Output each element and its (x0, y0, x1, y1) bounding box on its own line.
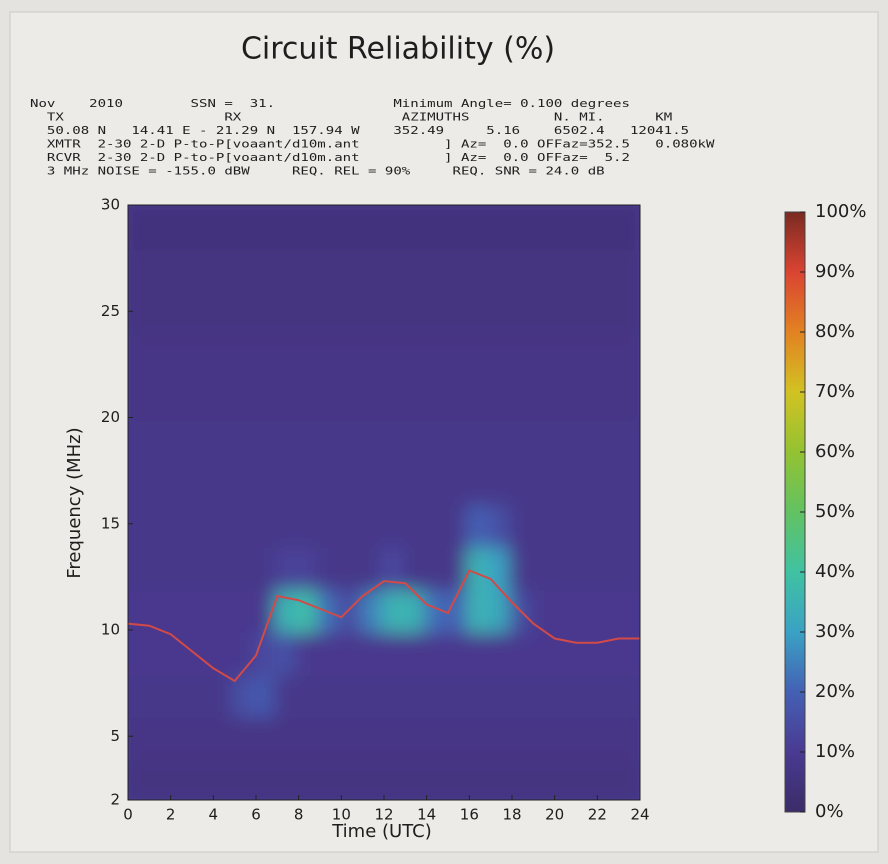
heat-cells (128, 205, 640, 800)
colorbar-tick-label: 10% (815, 741, 855, 762)
x-tick-label: 4 (209, 806, 219, 824)
x-tick-label: 12 (374, 806, 393, 824)
chart-title: Circuit Reliability (%) (241, 32, 555, 67)
x-tick-label: 18 (502, 806, 521, 824)
colorbar-tick-label: 50% (815, 501, 855, 522)
header-line: XMTR 2-30 2-D P-to-P[voaant/d10m.ant ] A… (30, 138, 715, 151)
colorbar-tick-label: 70% (815, 381, 855, 402)
y-tick-label: 25 (101, 302, 120, 320)
heat-cell (615, 754, 640, 800)
x-tick-label: 6 (251, 806, 261, 824)
x-tick-label: 8 (294, 806, 304, 824)
y-tick-label: 5 (110, 727, 120, 745)
y-tick-label: 2 (110, 791, 120, 809)
heat-cell (615, 712, 640, 761)
heat-cell (615, 372, 640, 421)
x-tick-label: 14 (417, 806, 436, 824)
heat-cell (615, 627, 640, 676)
colorbar-tick-label: 60% (815, 441, 855, 462)
heat-cell (615, 669, 640, 718)
y-tick-label: 10 (101, 621, 120, 639)
heatmap (128, 205, 640, 800)
y-axis-label: Frequency (MHz) (64, 427, 85, 578)
x-tick-label: 22 (588, 806, 607, 824)
colorbar-tick-label: 90% (815, 261, 855, 282)
x-tick-label: 20 (545, 806, 564, 824)
header-line: 3 MHz NOISE = -155.0 dBW REQ. REL = 90% … (30, 165, 605, 178)
heat-cell (615, 329, 640, 378)
heat-cell (615, 205, 640, 251)
heat-cell (615, 414, 640, 463)
heat-cell (615, 584, 640, 633)
colorbar-tick-label: 30% (815, 621, 855, 642)
colorbar-tick-label: 20% (815, 681, 855, 702)
heat-cell (615, 457, 640, 506)
header-line: Nov 2010 SSN = 31. Minimum Angle= 0.100 … (30, 97, 630, 110)
colorbar-tick-label: 0% (815, 801, 844, 822)
heat-cell (615, 244, 640, 293)
heat-cell (615, 542, 640, 591)
x-tick-label: 16 (460, 806, 479, 824)
header-line: RCVR 2-30 2-D P-to-P[voaant/d10m.ant ] A… (30, 151, 630, 164)
header-line: TX RX AZIMUTHS N. MI. KM (30, 111, 673, 124)
heat-cell (615, 499, 640, 548)
colorbar-tick-label: 100% (815, 201, 866, 222)
x-tick-label: 2 (166, 806, 176, 824)
muf-line (127, 569, 640, 683)
y-tick-label: 30 (101, 196, 120, 214)
colorbar-tick-label: 80% (815, 321, 855, 342)
y-tick-label: 15 (101, 514, 120, 532)
x-tick-label: 24 (630, 806, 649, 824)
x-tick-label: 10 (332, 806, 351, 824)
header-line: 50.08 N 14.41 E - 21.29 N 157.94 W 352.4… (30, 124, 689, 137)
heat-cell (615, 287, 640, 336)
x-axis-label: Time (UTC) (331, 821, 432, 842)
x-tick-label: 0 (123, 806, 133, 824)
y-tick-label: 20 (101, 408, 120, 426)
colorbar-tick-label: 40% (815, 561, 855, 582)
